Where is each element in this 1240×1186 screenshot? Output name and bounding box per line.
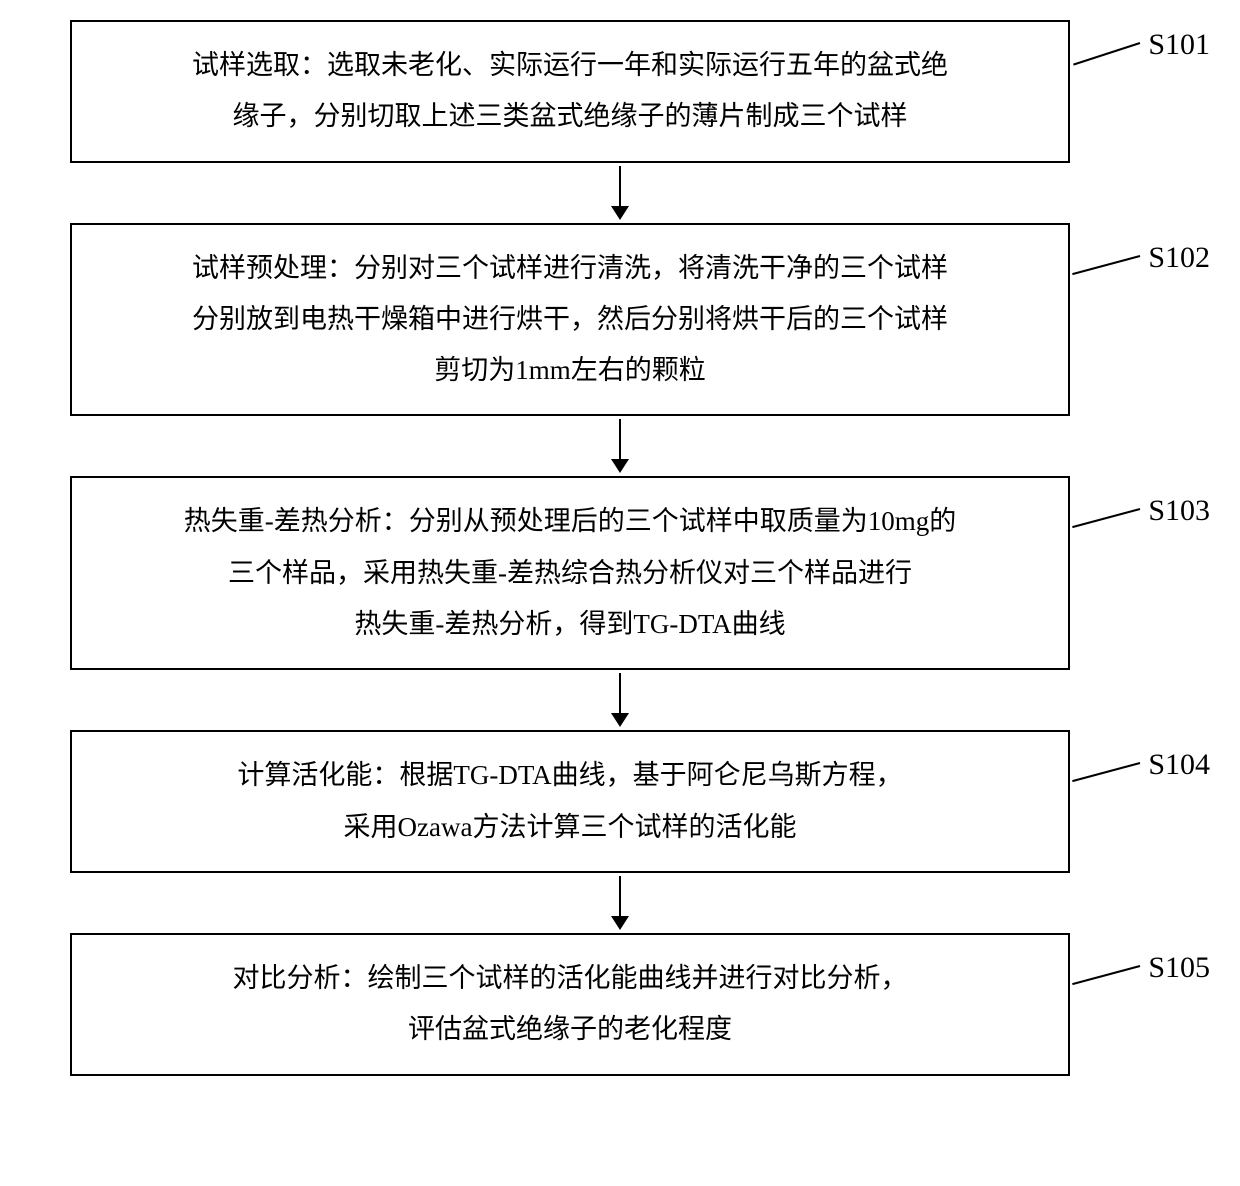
arrow-head-4 [611, 916, 629, 930]
step-s102-label: S102 [1148, 241, 1210, 275]
arrow-line-4 [619, 876, 621, 916]
step-s103-label: S103 [1148, 494, 1210, 528]
connector-line-s102 [1072, 255, 1140, 275]
step-s104-box: 计算活化能：根据TG-DTA曲线，基于阿仑尼乌斯方程， 采用Ozawa方法计算三… [70, 730, 1070, 873]
step-s102-line3: 剪切为1mm左右的颗粒 [102, 345, 1038, 396]
step-s104-label: S104 [1148, 748, 1210, 782]
step-s104-line1: 计算活化能：根据TG-DTA曲线，基于阿仑尼乌斯方程， [102, 750, 1038, 801]
step-s105-box: 对比分析：绘制三个试样的活化能曲线并进行对比分析， 评估盆式绝缘子的老化程度 [70, 933, 1070, 1076]
arrow-head-3 [611, 713, 629, 727]
step-s102-container: 试样预处理：分别对三个试样进行清洗，将清洗干净的三个试样 分别放到电热干燥箱中进… [0, 223, 1240, 417]
connector-line-s103 [1072, 509, 1140, 529]
step-s105-line1: 对比分析：绘制三个试样的活化能曲线并进行对比分析， [102, 953, 1038, 1004]
connector-line-s104 [1072, 762, 1140, 782]
arrow-head-1 [611, 206, 629, 220]
arrow-4 [611, 873, 629, 933]
step-s102-box: 试样预处理：分别对三个试样进行清洗，将清洗干净的三个试样 分别放到电热干燥箱中进… [70, 223, 1070, 417]
step-s104-container: 计算活化能：根据TG-DTA曲线，基于阿仑尼乌斯方程， 采用Ozawa方法计算三… [0, 730, 1240, 873]
arrow-2 [611, 416, 629, 476]
connector-line-s101 [1073, 42, 1140, 66]
step-s102-line1: 试样预处理：分别对三个试样进行清洗，将清洗干净的三个试样 [102, 243, 1038, 294]
step-s103-line3: 热失重-差热分析，得到TG-DTA曲线 [102, 599, 1038, 650]
flowchart-container: 试样选取：选取未老化、实际运行一年和实际运行五年的盆式绝 缘子，分别切取上述三类… [0, 20, 1240, 1076]
step-s101-label: S101 [1148, 28, 1210, 62]
step-s105-line2: 评估盆式绝缘子的老化程度 [102, 1004, 1038, 1055]
step-s101-container: 试样选取：选取未老化、实际运行一年和实际运行五年的盆式绝 缘子，分别切取上述三类… [0, 20, 1240, 163]
step-s101-box: 试样选取：选取未老化、实际运行一年和实际运行五年的盆式绝 缘子，分别切取上述三类… [70, 20, 1070, 163]
step-s101-line2: 缘子，分别切取上述三类盆式绝缘子的薄片制成三个试样 [102, 91, 1038, 142]
arrow-line-2 [619, 419, 621, 459]
step-s105-label: S105 [1148, 951, 1210, 985]
step-s101-line1: 试样选取：选取未老化、实际运行一年和实际运行五年的盆式绝 [102, 40, 1038, 91]
step-s103-line2: 三个样品，采用热失重-差热综合热分析仪对三个样品进行 [102, 548, 1038, 599]
connector-line-s105 [1072, 965, 1140, 985]
arrow-3 [611, 670, 629, 730]
arrow-1 [611, 163, 629, 223]
step-s104-line2: 采用Ozawa方法计算三个试样的活化能 [102, 802, 1038, 853]
arrow-head-2 [611, 459, 629, 473]
step-s105-container: 对比分析：绘制三个试样的活化能曲线并进行对比分析， 评估盆式绝缘子的老化程度 S… [0, 933, 1240, 1076]
step-s103-box: 热失重-差热分析：分别从预处理后的三个试样中取质量为10mg的 三个样品，采用热… [70, 476, 1070, 670]
arrow-line-3 [619, 673, 621, 713]
step-s103-line1: 热失重-差热分析：分别从预处理后的三个试样中取质量为10mg的 [102, 496, 1038, 547]
arrow-line-1 [619, 166, 621, 206]
step-s103-container: 热失重-差热分析：分别从预处理后的三个试样中取质量为10mg的 三个样品，采用热… [0, 476, 1240, 670]
step-s102-line2: 分别放到电热干燥箱中进行烘干，然后分别将烘干后的三个试样 [102, 294, 1038, 345]
